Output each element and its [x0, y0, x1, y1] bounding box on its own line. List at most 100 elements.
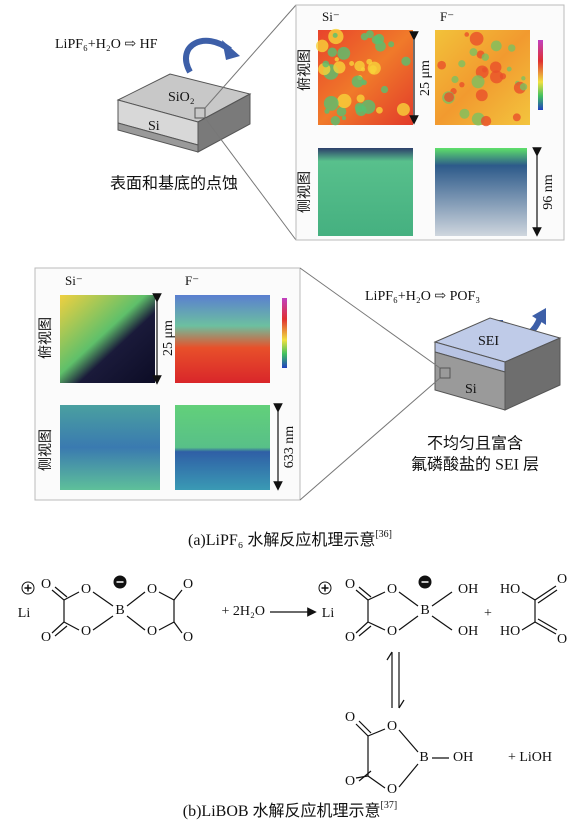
- atom-label: O: [81, 582, 91, 597]
- colorbar: [538, 40, 543, 110]
- layer-top: SEI: [478, 334, 499, 349]
- caption: (a)LiPF₆ 水解反应机理示意[36]: [188, 529, 392, 548]
- side-cube: [60, 405, 160, 490]
- bond: [398, 729, 419, 753]
- spot: [507, 44, 516, 52]
- spot: [333, 61, 346, 74]
- spot: [401, 56, 411, 66]
- spot: [512, 113, 521, 122]
- atom-label: O: [147, 624, 157, 639]
- heatmap: [60, 295, 155, 383]
- map-label: F⁻: [185, 273, 199, 288]
- spot: [521, 76, 526, 81]
- bond: [431, 591, 453, 607]
- bond: [54, 586, 68, 598]
- caption: (b)LiBOB 水解反应机理示意[37]: [183, 800, 397, 819]
- spot: [354, 60, 365, 72]
- spot: [489, 61, 502, 73]
- bond: [431, 615, 453, 631]
- spot: [506, 66, 512, 72]
- spot: [388, 41, 395, 48]
- description: 不均匀且富含: [427, 435, 523, 453]
- equilibrium-arrow: [386, 651, 393, 661]
- spot: [337, 46, 351, 60]
- atom-label: OH: [458, 624, 478, 639]
- zoom-line: [299, 267, 441, 369]
- bond: [355, 723, 369, 779]
- atom-label: O: [183, 577, 193, 592]
- charge: [21, 581, 35, 595]
- bond: [367, 591, 386, 601]
- atom-label: O: [387, 582, 397, 597]
- atom-label: OH: [453, 750, 473, 765]
- reaction: LiPF₆+H₂O ⇨ HF: [55, 37, 158, 52]
- bond: [126, 591, 146, 607]
- bond: [398, 763, 419, 788]
- bond: [126, 615, 146, 631]
- view-label: 俯视图: [38, 317, 54, 359]
- spot: [371, 35, 381, 45]
- bond: [537, 618, 558, 631]
- arrow-head: [222, 40, 240, 60]
- block-side: [504, 337, 561, 411]
- colorbar: [282, 298, 287, 368]
- zoom-line: [299, 377, 441, 501]
- atom-label: O: [41, 577, 51, 592]
- spot: [327, 47, 337, 57]
- atom-label: HO: [500, 582, 520, 597]
- atom-label: O: [557, 572, 567, 587]
- spot: [341, 116, 347, 121]
- spot: [469, 31, 484, 46]
- bond: [63, 621, 80, 631]
- spot: [471, 75, 485, 89]
- spot: [396, 102, 410, 116]
- bond: [537, 589, 558, 604]
- bond: [92, 615, 114, 631]
- block-side: [197, 93, 251, 153]
- caption-text: (b)LiBOB 水解反应机理示意: [183, 801, 381, 820]
- spot: [360, 33, 369, 41]
- caption-text: (a)LiPF₆ 水解反应机理示意: [188, 530, 375, 549]
- spot: [481, 53, 490, 61]
- view-label: 侧视图: [297, 171, 313, 213]
- atom-label: Li: [322, 606, 335, 621]
- view-label: 俯视图: [297, 49, 313, 91]
- atom-label: O: [387, 719, 397, 734]
- layer-bottom: Si: [148, 119, 160, 134]
- bond: [367, 621, 386, 631]
- bond: [358, 720, 372, 734]
- description: 表面和基底的点蚀: [110, 175, 238, 193]
- spot: [332, 32, 338, 38]
- bond: [534, 585, 557, 601]
- atom-label: Li: [18, 606, 31, 621]
- side-cube: [435, 148, 527, 236]
- spot: [475, 89, 488, 102]
- bond: [51, 589, 65, 634]
- atom-label: OH: [458, 582, 478, 597]
- bond: [534, 621, 557, 635]
- description: 氟磷酸盐的 SEI 层: [411, 456, 539, 474]
- heatmap: [175, 295, 270, 383]
- spot: [380, 85, 389, 94]
- spot: [334, 57, 339, 62]
- spot: [490, 40, 502, 52]
- atom-label: O: [81, 624, 91, 639]
- spot: [459, 108, 470, 119]
- scale-label: 25 μm: [418, 60, 433, 96]
- spot: [451, 75, 459, 84]
- spot: [370, 69, 376, 75]
- atom-label: HO: [500, 624, 520, 639]
- reaction-scheme: + 2H₂O + + LiOH Li O O O O B O O O O Li O O O O B OH OH HO…: [18, 572, 567, 797]
- plus: +: [484, 606, 492, 621]
- atom-label: O: [345, 710, 355, 725]
- spot: [322, 60, 330, 68]
- atom-label: O: [557, 632, 567, 647]
- spot: [480, 115, 492, 127]
- charge: [318, 581, 332, 595]
- reaction: LiPF₆+H₂O ⇨ POF₃: [365, 289, 480, 304]
- spot: [464, 32, 470, 37]
- heatmap-spots: [315, 28, 528, 127]
- bond: [173, 589, 183, 601]
- atom-label: B: [420, 603, 429, 618]
- scale-label: 96 nm: [541, 174, 556, 210]
